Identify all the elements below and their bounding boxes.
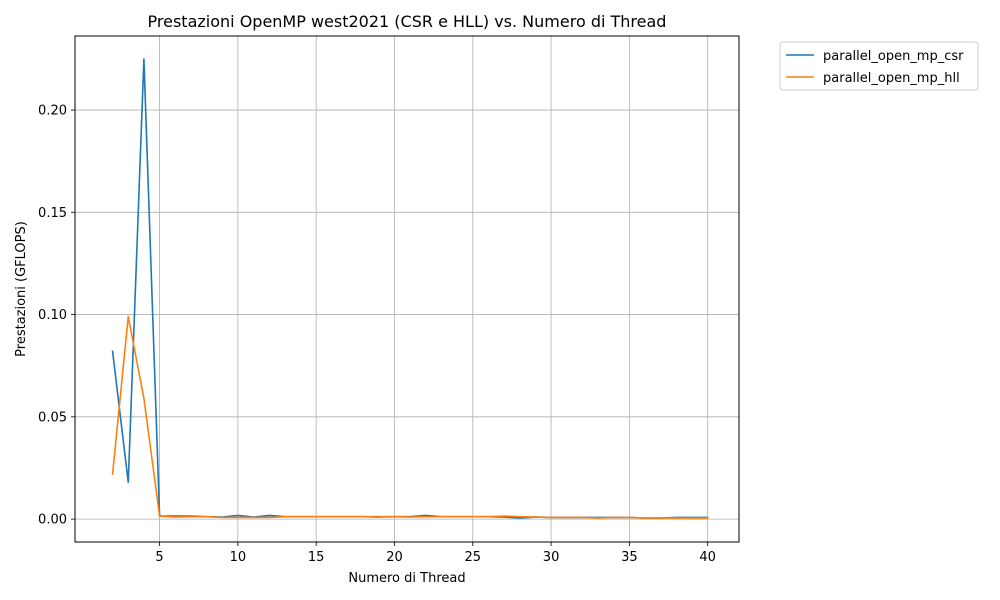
x-tick-label: 30 <box>543 550 560 565</box>
x-tick-label: 15 <box>308 550 325 565</box>
y-axis: 0.00 0.05 0.10 0.15 0.20 <box>38 104 75 528</box>
x-axis-label: Numero di Thread <box>348 571 465 586</box>
x-tick-label: 25 <box>465 550 482 565</box>
x-tick-label: 40 <box>699 550 716 565</box>
y-tick-label: 0.20 <box>38 104 67 119</box>
series-line-hll <box>111 315 709 519</box>
y-tick-label: 0.05 <box>38 410 67 425</box>
legend-label-csr: parallel_open_mp_csr <box>823 49 964 64</box>
grid <box>75 36 739 542</box>
legend-label-hll: parallel_open_mp_hll <box>823 71 960 86</box>
series-group <box>111 58 709 519</box>
x-axis: 5 10 15 20 25 30 35 40 <box>155 542 716 565</box>
x-tick-label: 35 <box>621 550 638 565</box>
legend: parallel_open_mp_csr parallel_open_mp_hl… <box>779 41 979 91</box>
plot-frame <box>74 35 740 543</box>
chart-title: Prestazioni OpenMP west2021 (CSR e HLL) … <box>148 12 667 31</box>
y-axis-label: Prestazioni (GFLOPS) <box>14 221 29 357</box>
y-tick-label: 0.15 <box>38 206 67 221</box>
x-tick-label: 10 <box>230 550 247 565</box>
legend-frame <box>779 41 979 91</box>
x-tick-label: 20 <box>386 550 403 565</box>
y-tick-label: 0.10 <box>38 308 67 323</box>
x-tick-label: 5 <box>155 550 163 565</box>
y-tick-label: 0.00 <box>38 513 67 528</box>
